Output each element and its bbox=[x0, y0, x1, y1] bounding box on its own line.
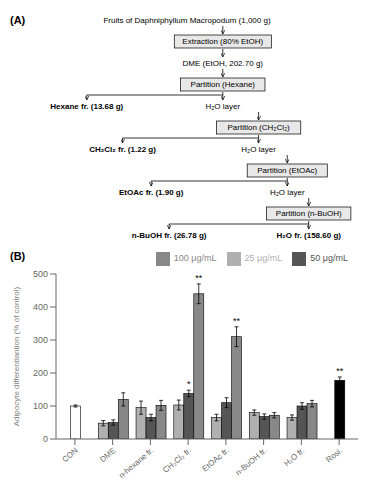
svg-text:100: 100 bbox=[33, 401, 48, 411]
svg-text:n-BuOH fr. (26.78 g): n-BuOH fr. (26.78 g) bbox=[132, 231, 207, 240]
svg-text:CH₂Cl₂ fr.: CH₂Cl₂ fr. bbox=[161, 446, 193, 475]
svg-text:(A): (A) bbox=[10, 14, 26, 26]
svg-text:**: ** bbox=[336, 366, 344, 376]
svg-text:Partition (CH₂Cl₂): Partition (CH₂Cl₂) bbox=[227, 123, 290, 132]
svg-text:H₂O fr.: H₂O fr. bbox=[282, 446, 306, 468]
svg-text:500: 500 bbox=[33, 269, 48, 279]
svg-text:H₂O layer: H₂O layer bbox=[270, 188, 305, 197]
svg-text:Partition (EtOAc): Partition (EtOAc) bbox=[257, 166, 317, 175]
svg-text:Hexane fr. (13.68 g): Hexane fr. (13.68 g) bbox=[50, 102, 123, 111]
svg-text:Rosi.: Rosi. bbox=[324, 446, 344, 465]
html-text:25 μg/mL: 25 μg/mL bbox=[244, 253, 283, 264]
svg-text:Partition (n-BuOH): Partition (n-BuOH) bbox=[276, 209, 342, 218]
svg-text:n-hexane fr.: n-hexane fr. bbox=[117, 446, 155, 480]
svg-text:Extraction (80% EtOH): Extraction (80% EtOH) bbox=[182, 37, 263, 46]
svg-text:H₂O fr. (158.60 g): H₂O fr. (158.60 g) bbox=[276, 231, 341, 240]
svg-text:300: 300 bbox=[33, 335, 48, 345]
svg-text:DME (EtOH, 202.70 g): DME (EtOH, 202.70 g) bbox=[183, 59, 264, 68]
svg-text:400: 400 bbox=[33, 302, 48, 312]
svg-text:Fruits of Daphniphyllum Macrop: Fruits of Daphniphyllum Macropodum (1,00… bbox=[103, 16, 271, 25]
svg-text:200: 200 bbox=[33, 368, 48, 378]
svg-text:**: ** bbox=[195, 274, 203, 283]
svg-text:H₂O layer: H₂O layer bbox=[205, 102, 240, 111]
svg-text:EtOAc fr.: EtOAc fr. bbox=[201, 446, 231, 473]
svg-text:Adipocyte differentiantion (%: Adipocyte differentiantion (% of control… bbox=[12, 286, 21, 426]
svg-text:n-BuOH fr.: n-BuOH fr. bbox=[234, 446, 269, 477]
svg-text:H₂O layer: H₂O layer bbox=[241, 145, 276, 154]
html-text:50 μg/mL: 50 μg/mL bbox=[310, 253, 348, 264]
html-text:(B): (B) bbox=[10, 250, 26, 262]
svg-text:CH₂Cl₂ fr. (1.22 g): CH₂Cl₂ fr. (1.22 g) bbox=[89, 145, 156, 154]
svg-text:0: 0 bbox=[43, 434, 48, 444]
svg-text:*: * bbox=[187, 379, 191, 389]
html-text:100 μg/mL: 100 μg/mL bbox=[173, 253, 217, 264]
svg-text:EtOAc fr. (1.90 g): EtOAc fr. (1.90 g) bbox=[119, 188, 184, 197]
svg-text:DME: DME bbox=[98, 446, 117, 464]
svg-text:**: ** bbox=[233, 316, 241, 326]
svg-text:Partition (Hexane): Partition (Hexane) bbox=[191, 80, 256, 89]
svg-text:CON: CON bbox=[60, 446, 80, 464]
